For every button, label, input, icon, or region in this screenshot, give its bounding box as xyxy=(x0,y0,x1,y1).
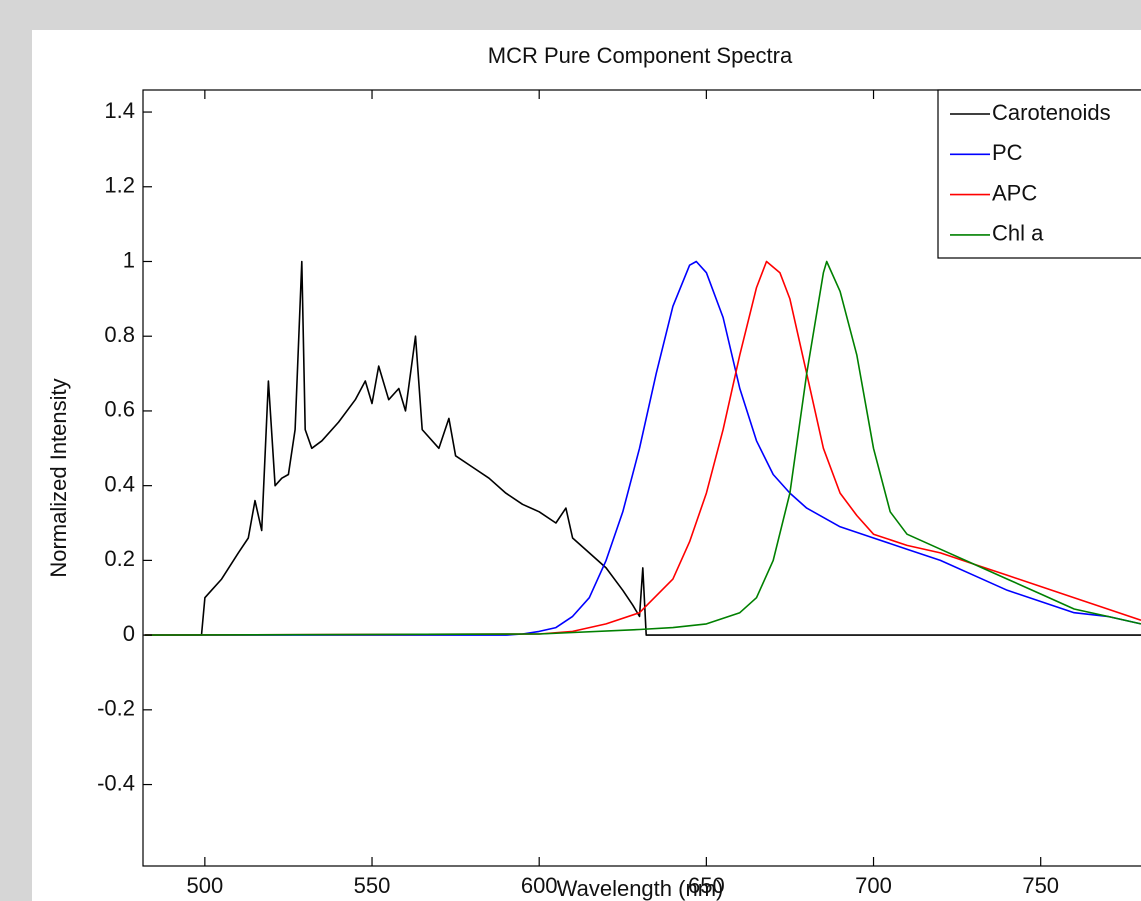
y-tick-label: 0.4 xyxy=(104,471,135,496)
x-tick-label: 550 xyxy=(354,873,391,898)
series-line xyxy=(144,260,1141,636)
y-tick-label: 1.2 xyxy=(104,173,135,198)
legend-label: APC xyxy=(992,180,1037,205)
x-tick-label: 750 xyxy=(1022,873,1059,898)
y-tick-label: 0 xyxy=(123,621,135,646)
y-tick-label: 0.2 xyxy=(104,546,135,571)
x-tick-label: 600 xyxy=(521,873,558,898)
legend-label: Carotenoids xyxy=(992,100,1111,125)
plot-area xyxy=(144,260,1141,636)
y-tick-label: 0.6 xyxy=(104,397,135,422)
y-tick-label: 1 xyxy=(123,247,135,272)
x-tick-label: 650 xyxy=(688,873,725,898)
series-line xyxy=(144,260,1141,636)
y-tick-label: 0.8 xyxy=(104,322,135,347)
x-axis-label: Wavelength (nm) xyxy=(557,876,724,901)
legend-label: PC xyxy=(992,140,1023,165)
chart-title: MCR Pure Component Spectra xyxy=(488,43,793,68)
y-tick-label: -0.2 xyxy=(97,696,135,721)
y-tick-label: 1.4 xyxy=(104,98,135,123)
legend-label: Chl a xyxy=(992,221,1044,246)
y-axis-label: Normalized Intensity xyxy=(46,378,71,577)
x-tick-label: 500 xyxy=(186,873,223,898)
series-line xyxy=(144,260,1141,636)
legend-box xyxy=(937,89,1141,259)
x-tick-label: 700 xyxy=(855,873,892,898)
y-tick-label: -0.4 xyxy=(97,770,135,795)
series-line xyxy=(144,260,1141,636)
